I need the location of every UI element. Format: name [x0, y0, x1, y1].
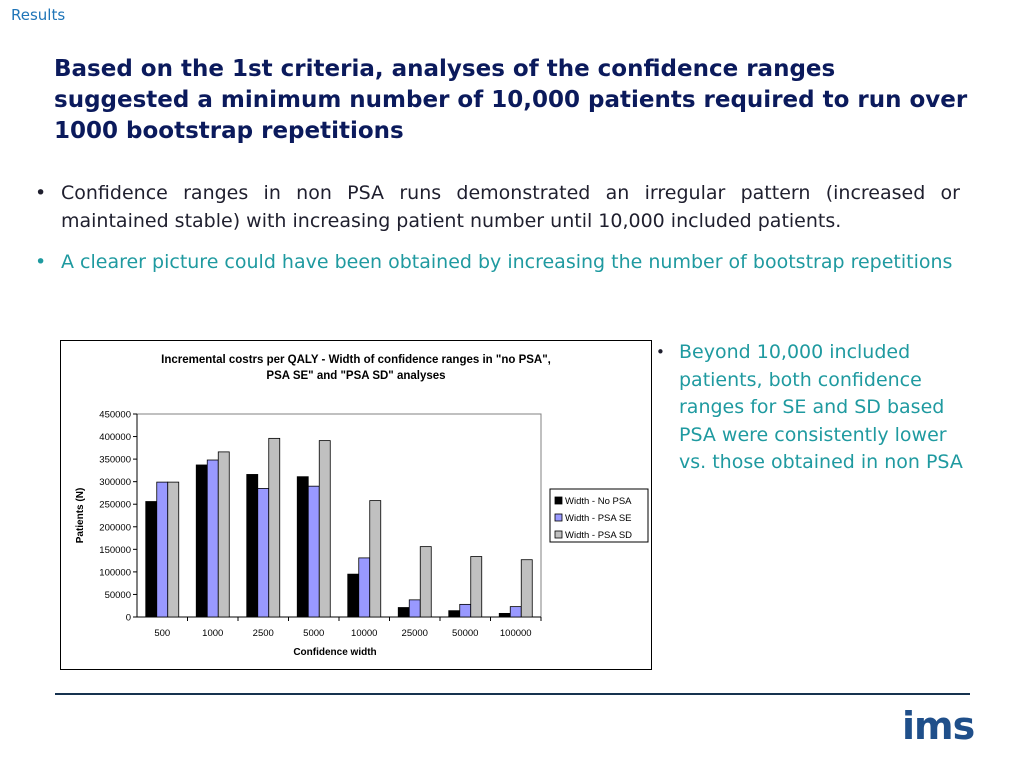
- legend-label: Width - No PSA: [565, 496, 632, 507]
- bullet-item: • Confidence ranges in non PSA runs demon…: [30, 180, 960, 235]
- bar: [167, 481, 180, 618]
- bar: [246, 474, 259, 618]
- bar: [347, 573, 360, 618]
- bar: [459, 603, 472, 618]
- bullet-dot-icon: •: [35, 182, 47, 204]
- x-tick-label: 1000: [202, 628, 223, 639]
- bar: [217, 451, 230, 618]
- legend-swatch: [554, 530, 563, 539]
- bullet-dot-icon: •: [35, 251, 47, 273]
- x-tick-label: 10000: [351, 628, 377, 639]
- bar: [358, 557, 371, 618]
- bar: [195, 464, 208, 618]
- y-tick-label: 150000: [99, 545, 131, 556]
- legend-box: [549, 488, 649, 543]
- bar: [156, 481, 169, 618]
- x-tick-label: 5000: [303, 628, 324, 639]
- bar: [206, 459, 219, 618]
- bar: [307, 485, 320, 618]
- bullet-dot-icon: •: [656, 343, 665, 361]
- legend-label: Width - PSA SD: [565, 530, 632, 541]
- legend-label: Width - PSA SE: [565, 513, 632, 524]
- bullet-list: • Confidence ranges in non PSA runs demon…: [30, 180, 960, 291]
- side-bullet-list: • Beyond 10,000 included patients, both c…: [654, 339, 974, 477]
- y-tick-label: 300000: [99, 477, 131, 488]
- section-label: Results: [11, 6, 66, 24]
- x-tick-label: 500: [154, 628, 170, 639]
- y-tick-label: 400000: [99, 432, 131, 443]
- bar: [397, 607, 410, 618]
- y-axis-label: Patients (N): [75, 488, 86, 544]
- bar: [448, 610, 461, 618]
- bar: [520, 559, 533, 618]
- slide-title: Based on the 1st criteria, analyses of t…: [54, 56, 968, 144]
- side-bullet-text: Beyond 10,000 included patients, both co…: [679, 341, 963, 473]
- footer-divider: [55, 693, 970, 695]
- bar-chart: Incremental costrs per QALY - Width of c…: [75, 354, 649, 658]
- ims-logo: ims: [902, 704, 975, 748]
- y-tick-label: 0: [126, 613, 131, 624]
- y-tick-label: 100000: [99, 567, 131, 578]
- bar: [498, 612, 511, 618]
- chart-title-line: Incremental costrs per QALY - Width of c…: [161, 354, 551, 366]
- y-tick-label: 250000: [99, 500, 131, 511]
- bar: [408, 599, 421, 618]
- chart-frame: Incremental costrs per QALY - Width of c…: [60, 340, 652, 670]
- chart-title-line: PSA SE" and "PSA SD" analyses: [266, 370, 445, 382]
- x-tick-label: 50000: [452, 628, 478, 639]
- y-tick-label: 450000: [99, 410, 131, 421]
- side-bullet-item: • Beyond 10,000 included patients, both c…: [654, 339, 974, 477]
- x-tick-label: 25000: [402, 628, 428, 639]
- bar: [296, 476, 309, 618]
- legend-swatch: [554, 513, 563, 522]
- bar: [419, 546, 432, 618]
- y-tick-label: 350000: [99, 455, 131, 466]
- x-axis-label: Confidence width: [293, 647, 376, 658]
- bar: [257, 488, 270, 618]
- bullet-text: A clearer picture could have been obtain…: [61, 251, 953, 273]
- bar: [470, 556, 483, 618]
- y-tick-label: 50000: [105, 590, 131, 601]
- y-tick-label: 200000: [99, 522, 131, 533]
- bar: [509, 606, 522, 618]
- x-tick-label: 100000: [500, 628, 532, 639]
- bar: [268, 437, 281, 618]
- legend-swatch: [554, 496, 563, 505]
- bullet-item: • A clearer picture could have been obtai…: [30, 249, 960, 277]
- bar: [369, 500, 382, 618]
- bullet-text: Confidence ranges in non PSA runs demons…: [61, 182, 960, 232]
- x-tick-label: 2500: [253, 628, 274, 639]
- bar: [145, 501, 158, 618]
- bar: [318, 440, 331, 618]
